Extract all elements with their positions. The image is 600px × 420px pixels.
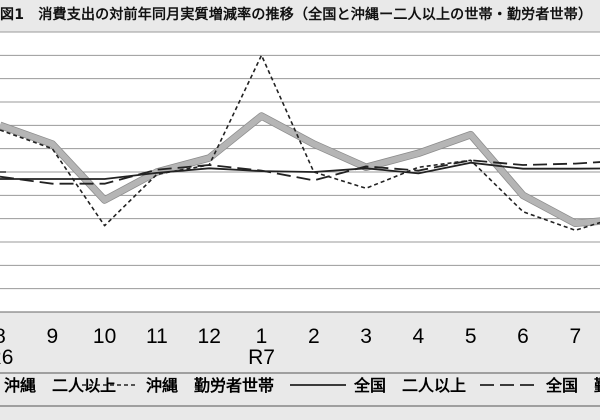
- x-tick-label: 2: [308, 325, 320, 348]
- series-layer: [0, 54, 600, 232]
- legend-label-沖縄-二人以上: 沖縄 二人以上: [4, 376, 116, 395]
- x-tick-label: 5: [465, 325, 477, 348]
- x-tick-label: 3: [360, 325, 372, 348]
- x-tick-label: 4: [413, 325, 425, 348]
- x-tick-label: 6: [517, 325, 529, 348]
- series-line-2: [0, 161, 600, 180]
- x-year-label: R7: [248, 346, 275, 369]
- x-tick-labels: 8R691011121R72345678: [0, 325, 581, 369]
- x-year-label: R6: [0, 346, 13, 369]
- legend-label-全国-勤労者世帯: 全国 勤労者世帯: [545, 376, 600, 395]
- chart-title: 図1 消費支出の対前年同月実質増減率の推移（全国と沖縄ー二人以上の世帯・勤労者世…: [0, 7, 593, 23]
- x-tick-label: 1: [256, 325, 268, 348]
- x-tick-label: 7: [569, 325, 581, 348]
- series-line-3: [0, 159, 600, 185]
- legend-label-全国-二人以上: 全国 二人以上: [353, 376, 466, 395]
- x-tick-label: 12: [198, 325, 221, 348]
- x-tick-label: 11: [146, 325, 168, 348]
- x-tick-label: 10: [93, 325, 116, 348]
- series-line-0: [0, 113, 600, 227]
- x-tick-label: 8: [0, 325, 6, 348]
- legend: 沖縄 二人以上 沖縄 勤労者世帯 全国 二人以上 全国 勤労者世帯: [0, 372, 600, 407]
- x-tick-label: 9: [46, 325, 58, 348]
- legend-label-沖縄-勤労者世帯: 沖縄 勤労者世帯: [146, 376, 274, 395]
- series-line-1: [0, 54, 600, 232]
